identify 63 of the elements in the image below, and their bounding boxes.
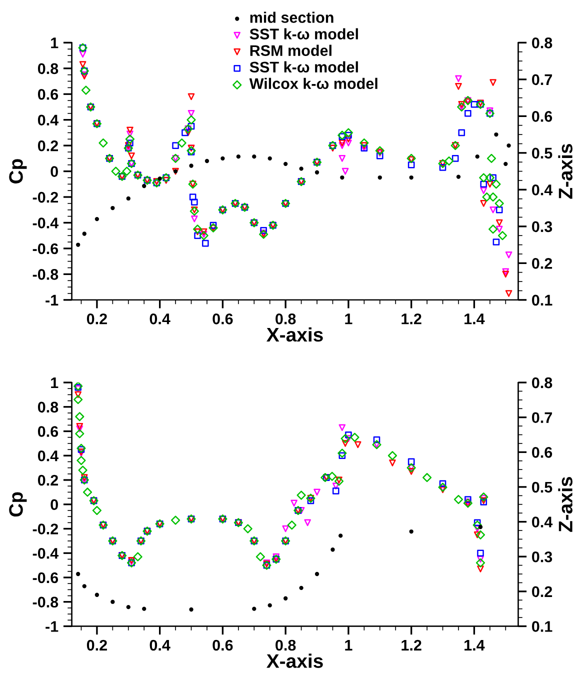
x-tick-label: 0.2 <box>86 640 107 651</box>
x-tick-label: 0.4 <box>150 314 170 324</box>
x-tick-label: 0.2 <box>86 314 107 324</box>
y2-axis-title: Z-axis <box>558 477 572 532</box>
x-tick-label: 1.2 <box>402 640 422 650</box>
y2-tick-label: 0.4 <box>532 516 553 528</box>
y2-tick-label: 0.1 <box>532 294 552 306</box>
y-tick-label: 0.4 <box>38 114 59 126</box>
legend-label: Wilcox k-ω model <box>249 78 378 90</box>
y-tick-label: -0.2 <box>32 192 58 203</box>
y-tick-label: -0.6 <box>32 572 58 584</box>
x-tick-label: 1.4 <box>464 314 485 324</box>
y-tick-label: 0.6 <box>38 426 58 437</box>
y-tick-label: -0.8 <box>32 269 58 280</box>
y-tick-label: 1 <box>51 38 58 48</box>
y-tick-label: 0.8 <box>38 63 58 74</box>
legend-label: mid section <box>250 12 334 23</box>
y2-tick-label: 0.8 <box>532 38 552 48</box>
y2-tick-label: 0.5 <box>532 482 552 493</box>
y-tick-label: 0 <box>50 499 58 510</box>
y2-tick-label: 0.5 <box>532 148 552 159</box>
y2-tick-label: 0.2 <box>532 586 552 598</box>
y-tick-label: -0.4 <box>32 548 59 559</box>
y2-tick-label: 0.1 <box>532 621 552 632</box>
y2-tick-label: 0.7 <box>532 412 552 424</box>
x-tick-label: 0.4 <box>150 640 170 651</box>
y-tick-label: -0.8 <box>32 596 58 608</box>
y-tick-label: 0.2 <box>38 474 58 486</box>
x-tick-label: 1 <box>345 640 352 650</box>
y-tick-label: 0 <box>50 166 58 177</box>
y-tick-label: 0.8 <box>38 402 58 413</box>
y-axis-title: Cp <box>9 159 27 184</box>
y-tick-label: -0.4 <box>32 218 59 228</box>
y2-tick-label: 0.8 <box>532 377 552 388</box>
y2-tick-label: 0.6 <box>532 111 552 122</box>
x-tick-label: 0.6 <box>212 640 233 651</box>
x-tick-label: 1.4 <box>464 640 485 650</box>
y-tick-label: -1 <box>46 294 58 306</box>
x-axis-title: X-axis <box>266 327 323 342</box>
y2-tick-label: 0.7 <box>532 74 552 86</box>
x-tick-label: 1 <box>345 314 352 324</box>
y-tick-label: 0.2 <box>38 140 58 152</box>
y2-tick-label: 0.6 <box>532 447 552 458</box>
y-tick-label: -1 <box>46 621 58 632</box>
legend-label: SST k-ω model <box>250 61 358 73</box>
x-axis-title: X-axis <box>266 654 323 668</box>
y2-tick-label: 0.3 <box>532 221 552 232</box>
y2-tick-label: 0.4 <box>532 184 553 196</box>
x-tick-label: 0.6 <box>212 314 233 324</box>
y2-axis-title: Z-axis <box>558 144 572 199</box>
y-tick-label: -0.2 <box>32 524 58 534</box>
x-tick-label: 0.8 <box>276 314 296 324</box>
legend-label: RSM model <box>250 44 332 56</box>
x-tick-label: 0.8 <box>276 640 296 651</box>
y-tick-label: 0.6 <box>38 88 58 100</box>
y-tick-label: 1 <box>51 378 58 388</box>
y2-tick-label: 0.2 <box>532 258 552 269</box>
y-axis-title: Cp <box>9 492 27 517</box>
y-tick-label: 0.4 <box>38 450 59 462</box>
y-tick-label: -0.6 <box>32 243 58 254</box>
legend-label: SST k-ω model <box>250 28 358 40</box>
y2-tick-label: 0.3 <box>532 551 552 562</box>
x-tick-label: 1.2 <box>402 314 422 324</box>
